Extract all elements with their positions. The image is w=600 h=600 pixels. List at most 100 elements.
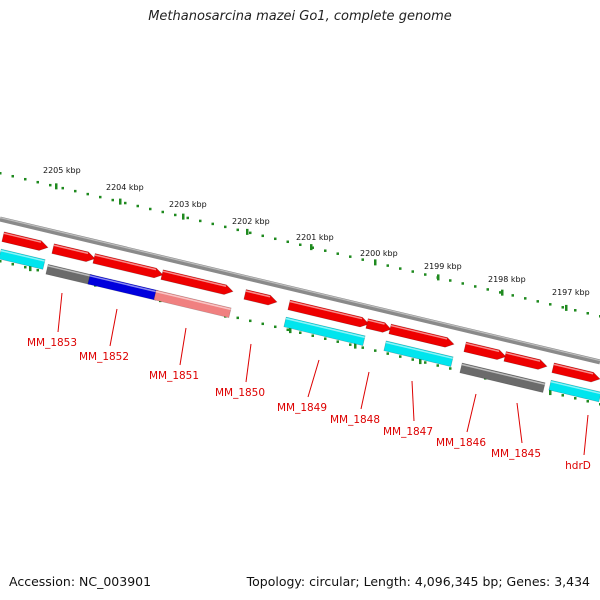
tick-dot [324, 337, 327, 340]
gene-arrow [51, 243, 96, 262]
tick-dot [99, 195, 102, 199]
tick-dot [311, 334, 314, 337]
tick-dot [0, 172, 2, 175]
tick-dot [561, 306, 564, 309]
backbone-highlight [0, 217, 600, 362]
gene-label: hdrD [565, 460, 591, 472]
tick-major [182, 213, 185, 220]
label-leader [411, 380, 415, 422]
tick-dot [386, 264, 389, 267]
tick-dot [461, 282, 464, 285]
tick-dot [524, 297, 527, 300]
scale-label: 2200 kbp [360, 249, 398, 258]
tick-dot [449, 367, 452, 370]
scale-label: 2197 kbp [552, 288, 590, 297]
gene-label: MM_1849 [277, 402, 327, 414]
gene-label: MM_1845 [491, 448, 541, 460]
label-leader [466, 393, 477, 433]
tick-dot [186, 216, 189, 220]
tick-dot [424, 361, 427, 364]
tick-dot [0, 260, 2, 263]
gene-label: MM_1847 [383, 426, 433, 438]
gene-arrow [503, 351, 548, 370]
tick-dot [61, 186, 64, 190]
tick-dot [249, 319, 252, 323]
tick-dot [199, 219, 202, 223]
scale-label: 2204 kbp [106, 183, 144, 192]
tick-dot [486, 288, 489, 291]
tick-dot [499, 291, 502, 294]
gene-arrow [287, 299, 370, 328]
tick-major [437, 274, 440, 281]
gene-arrow [365, 318, 392, 333]
feature-block [153, 289, 232, 319]
tick-dot [174, 213, 177, 217]
scale-labels: 2205 kbp 2204 kbp 2203 kbp 2202 kbp 2201 kbp… [43, 166, 590, 297]
tick-dot [399, 355, 402, 358]
tick-dot [261, 234, 264, 238]
tick-dot [336, 252, 339, 255]
tick-dot [261, 322, 264, 326]
tick-dot [574, 397, 577, 400]
tick-dot [286, 328, 289, 332]
tick-dot [124, 201, 127, 205]
tick-major [549, 389, 552, 396]
tick-dot [274, 325, 277, 329]
tick-dot [386, 352, 389, 355]
tick-dot [86, 192, 89, 196]
label-leader [516, 402, 523, 444]
tick-dot [511, 294, 514, 297]
tick-dot [374, 349, 377, 352]
scale-label: 2203 kbp [169, 200, 207, 209]
tick-dot [549, 303, 552, 306]
scale-label: 2205 kbp [43, 166, 81, 175]
gene-label: MM_1848 [330, 414, 380, 426]
tick-dot [236, 316, 239, 320]
label-leader [179, 327, 187, 366]
tick-dot [136, 204, 139, 208]
scale-label: 2198 kbp [488, 275, 526, 284]
tick-dot [361, 346, 364, 349]
tick-dot [536, 300, 539, 303]
tick-major [501, 289, 504, 296]
feature-block [283, 316, 366, 346]
tick-dot [311, 246, 314, 249]
gene-arrow [1, 231, 49, 251]
accession-text: Accession: NC_003901 [9, 574, 152, 589]
label-leader [245, 343, 252, 383]
tick-dot [274, 237, 277, 241]
tick-dot [236, 228, 239, 232]
gene-arrow [388, 323, 455, 348]
feature-block [548, 379, 600, 403]
label-leader [360, 371, 370, 410]
scale-label: 2201 kbp [296, 233, 334, 242]
tick-major [419, 358, 422, 365]
scale-label: 2202 kbp [232, 217, 270, 226]
tick-dot [586, 312, 589, 315]
scale-label: 2199 kbp [424, 262, 462, 271]
tick-dot [74, 189, 77, 193]
tick-dot [11, 174, 14, 178]
tick-dot [449, 279, 452, 282]
tick-dot [586, 400, 589, 403]
gene-arrow [92, 253, 164, 279]
tick-dot [361, 258, 364, 261]
tick-major [55, 183, 58, 190]
tick-dot [161, 210, 164, 214]
feature-block [459, 362, 546, 393]
tick-dot [336, 340, 339, 343]
tick-dot [11, 262, 14, 266]
tick-dot [349, 255, 352, 258]
feature-block [383, 340, 454, 367]
tick-major [246, 228, 249, 235]
tick-dot [249, 231, 252, 235]
tick-dot [424, 273, 427, 276]
tick-major [565, 304, 568, 311]
tick-dot [474, 285, 477, 288]
feature-block [45, 263, 93, 285]
tick-dot [286, 240, 289, 244]
tick-dot [436, 364, 439, 367]
tick-dot [36, 268, 39, 272]
label-leader [57, 292, 63, 333]
